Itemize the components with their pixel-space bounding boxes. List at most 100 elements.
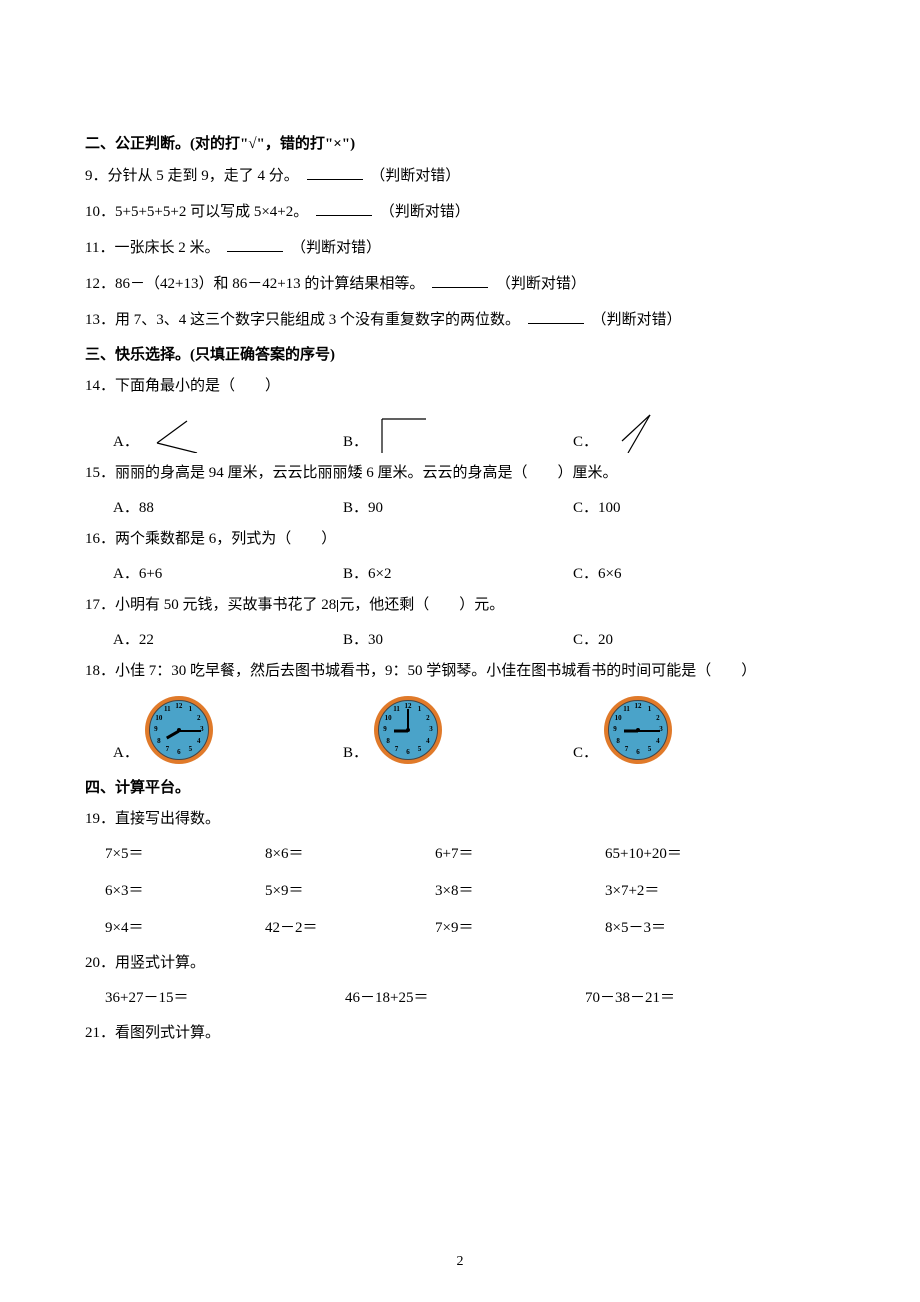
question-12: 12．86－（42+13）和 86－42+13 的计算结果相等。 （判断对错） bbox=[85, 273, 835, 295]
q9-text: 9．分针从 5 走到 9，走了 4 分。 bbox=[85, 168, 299, 184]
q11-text: 11．一张床长 2 米。 bbox=[85, 240, 219, 256]
q11-blank[interactable] bbox=[227, 237, 283, 252]
q14-choices: A． B． C． bbox=[85, 411, 835, 453]
q17-b-label: B．30 bbox=[343, 630, 383, 651]
question-17: 17．小明有 50 元钱，买故事书花了 28元，他还剩（ ）元。 bbox=[85, 595, 835, 616]
clock-icon: 121234567891011 bbox=[374, 696, 442, 764]
q18-choice-c[interactable]: C． 121234567891011 bbox=[573, 696, 803, 764]
calc-cell: 8×5－3＝ bbox=[605, 918, 805, 939]
q17-a-label: A．22 bbox=[113, 630, 154, 651]
q10-text: 10．5+5+5+5+2 可以写成 5×4+2。 bbox=[85, 204, 308, 220]
q10-suffix: （判断对错） bbox=[380, 204, 470, 220]
question-19: 19．直接写出得数。 bbox=[85, 809, 835, 830]
clock-icon: 121234567891011 bbox=[145, 696, 213, 764]
q14-text: 14．下面角最小的是（ ） bbox=[85, 378, 280, 394]
q17-choice-c[interactable]: C．20 bbox=[573, 630, 803, 651]
section-4-heading: 四、计算平台。 bbox=[85, 778, 835, 799]
q10-blank[interactable] bbox=[316, 201, 372, 216]
q15-text: 15．丽丽的身高是 94 厘米，云云比丽丽矮 6 厘米。云云的身高是（ ）厘米。 bbox=[85, 465, 618, 481]
calc-cell: 5×9＝ bbox=[265, 881, 435, 902]
q14-c-label: C． bbox=[573, 432, 598, 453]
q21-text: 21．看图列式计算。 bbox=[85, 1025, 220, 1041]
q17-choice-a[interactable]: A．22 bbox=[113, 630, 343, 651]
clock-icon: 121234567891011 bbox=[604, 696, 672, 764]
question-9: 9．分针从 5 走到 9，走了 4 分。 （判断对错） bbox=[85, 165, 835, 187]
page: 二、公正判断。(对的打"√"，错的打"×") 9．分针从 5 走到 9，走了 4… bbox=[0, 0, 920, 1302]
q15-c-label: C．100 bbox=[573, 498, 621, 519]
q12-suffix: （判断对错） bbox=[496, 276, 586, 292]
q16-choice-b[interactable]: B．6×2 bbox=[343, 564, 573, 585]
q9-blank[interactable] bbox=[307, 165, 363, 180]
section-2-heading: 二、公正判断。(对的打"√"，错的打"×") bbox=[85, 134, 835, 155]
page-number: 2 bbox=[0, 1252, 920, 1272]
q13-blank[interactable] bbox=[528, 309, 584, 324]
q12-blank[interactable] bbox=[432, 273, 488, 288]
q15-choice-a[interactable]: A．88 bbox=[113, 498, 343, 519]
q15-choice-b[interactable]: B．90 bbox=[343, 498, 573, 519]
q16-choices: A．6+6 B．6×2 C．6×6 bbox=[85, 564, 835, 585]
section-3-heading: 三、快乐选择。(只填正确答案的序号) bbox=[85, 345, 835, 366]
q14-choice-c[interactable]: C． bbox=[573, 411, 803, 453]
q18-choices: A． 121234567891011 B． 121234567891011 C． 1212… bbox=[85, 696, 835, 764]
calc-cell: 70－38－21＝ bbox=[585, 988, 825, 1009]
q14-a-label: A． bbox=[113, 432, 139, 453]
q17-choice-b[interactable]: B．30 bbox=[343, 630, 573, 651]
q9-suffix: （判断对错） bbox=[370, 168, 460, 184]
calc-cell: 8×6＝ bbox=[265, 844, 435, 865]
q16-b-label: B．6×2 bbox=[343, 564, 391, 585]
question-18: 18．小佳 7：30 吃早餐，然后去图书城看书，9：50 学钢琴。小佳在图书城看… bbox=[85, 661, 835, 682]
angle-icon-a bbox=[145, 411, 205, 453]
calc-cell: 65+10+20＝ bbox=[605, 844, 805, 865]
q18-c-label: C． bbox=[573, 743, 598, 764]
q13-text: 13．用 7、3、4 这三个数字只能组成 3 个没有重复数字的两位数。 bbox=[85, 312, 520, 328]
calc-cell: 9×4＝ bbox=[105, 918, 265, 939]
question-16: 16．两个乘数都是 6，列式为（ ） bbox=[85, 529, 835, 550]
q16-choice-c[interactable]: C．6×6 bbox=[573, 564, 803, 585]
q18-choice-b[interactable]: B． 121234567891011 bbox=[343, 696, 573, 764]
question-11: 11．一张床长 2 米。 （判断对错） bbox=[85, 237, 835, 259]
q16-text: 16．两个乘数都是 6，列式为（ ） bbox=[85, 531, 336, 547]
calc-cell: 7×9＝ bbox=[435, 918, 605, 939]
q14-b-label: B． bbox=[343, 432, 368, 453]
angle-icon-c bbox=[604, 411, 664, 453]
q13-suffix: （判断对错） bbox=[592, 312, 682, 328]
q16-choice-a[interactable]: A．6+6 bbox=[113, 564, 343, 585]
calc-cell: 3×8＝ bbox=[435, 881, 605, 902]
calc-cell: 7×5＝ bbox=[105, 844, 265, 865]
q14-choice-a[interactable]: A． bbox=[113, 411, 343, 453]
q15-choice-c[interactable]: C．100 bbox=[573, 498, 803, 519]
calc-cell: 6+7＝ bbox=[435, 844, 605, 865]
q18-b-label: B． bbox=[343, 743, 368, 764]
q11-suffix: （判断对错） bbox=[291, 240, 381, 256]
question-10: 10．5+5+5+5+2 可以写成 5×4+2。 （判断对错） bbox=[85, 201, 835, 223]
q12-text: 12．86－（42+13）和 86－42+13 的计算结果相等。 bbox=[85, 276, 424, 292]
calc-cell: 46－18+25＝ bbox=[345, 988, 585, 1009]
calc-cell: 42－2＝ bbox=[265, 918, 435, 939]
q19-text: 19．直接写出得数。 bbox=[85, 811, 220, 827]
q17-choices: A．22 B．30 C．20 bbox=[85, 630, 835, 651]
q17-c-label: C．20 bbox=[573, 630, 613, 651]
question-21: 21．看图列式计算。 bbox=[85, 1023, 835, 1044]
question-15: 15．丽丽的身高是 94 厘米，云云比丽丽矮 6 厘米。云云的身高是（ ）厘米。 bbox=[85, 463, 835, 484]
calc-cell: 6×3＝ bbox=[105, 881, 265, 902]
calc-cell: 36+27－15＝ bbox=[105, 988, 345, 1009]
q16-c-label: C．6×6 bbox=[573, 564, 621, 585]
q20-text: 20．用竖式计算。 bbox=[85, 955, 205, 971]
q18-choice-a[interactable]: A． 121234567891011 bbox=[113, 696, 343, 764]
question-13: 13．用 7、3、4 这三个数字只能组成 3 个没有重复数字的两位数。 （判断对… bbox=[85, 309, 835, 331]
q20-row: 36+27－15＝46－18+25＝70－38－21＝ bbox=[105, 988, 835, 1009]
angle-icon-b bbox=[374, 411, 434, 453]
q18-a-label: A． bbox=[113, 743, 139, 764]
q15-choices: A．88 B．90 C．100 bbox=[85, 498, 835, 519]
q19-grid: 7×5＝8×6＝6+7＝65+10+20＝ 6×3＝5×9＝3×8＝3×7+2＝ 9… bbox=[105, 844, 835, 939]
q17-text-b: 元，他还剩（ ）元。 bbox=[339, 597, 504, 613]
q16-a-label: A．6+6 bbox=[113, 564, 162, 585]
q17-text-a: 17．小明有 50 元钱，买故事书花了 28 bbox=[85, 597, 336, 613]
q15-b-label: B．90 bbox=[343, 498, 383, 519]
question-14: 14．下面角最小的是（ ） bbox=[85, 376, 835, 397]
q15-a-label: A．88 bbox=[113, 498, 154, 519]
q18-text: 18．小佳 7：30 吃早餐，然后去图书城看书，9：50 学钢琴。小佳在图书城看… bbox=[85, 663, 756, 679]
calc-cell: 3×7+2＝ bbox=[605, 881, 805, 902]
q14-choice-b[interactable]: B． bbox=[343, 411, 573, 453]
question-20: 20．用竖式计算。 bbox=[85, 953, 835, 974]
